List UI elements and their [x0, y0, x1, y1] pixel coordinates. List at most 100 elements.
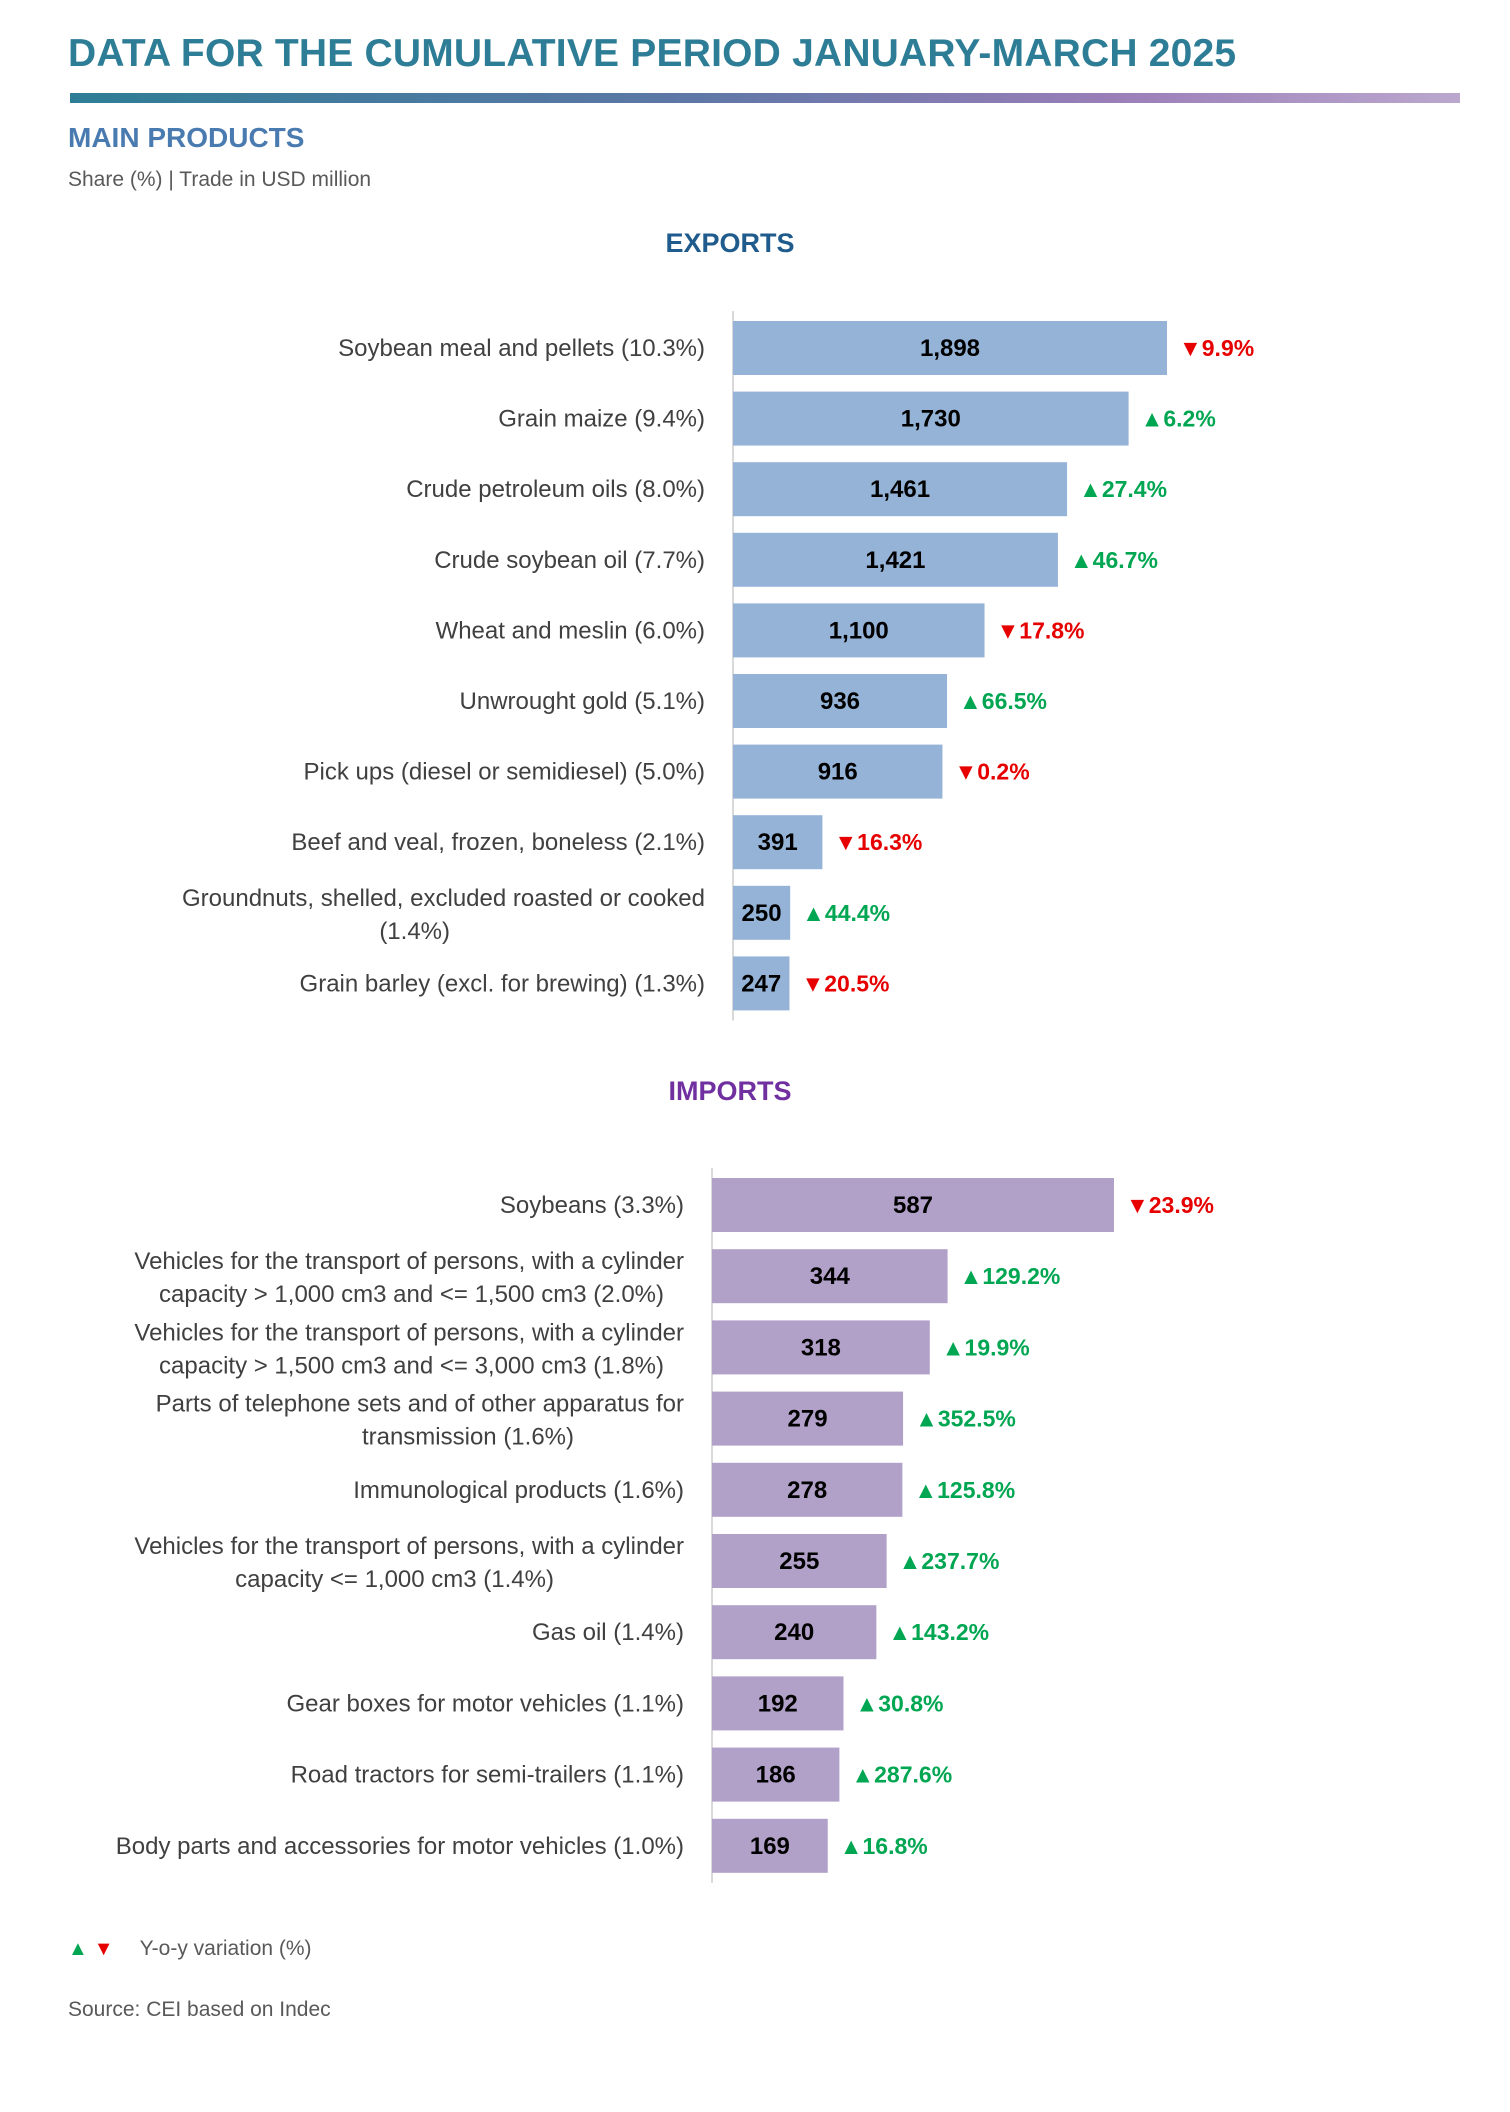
imports-category-label: Vehicles for the transport of persons, w…	[134, 1248, 684, 1308]
imports-value-label: 318	[801, 1334, 841, 1361]
exports-value-label: 1,461	[870, 476, 930, 503]
exports-yoy-label: ▲27.4%	[1079, 476, 1167, 502]
imports-yoy-label: ▲237.7%	[899, 1548, 1000, 1574]
imports-value-label: 587	[893, 1192, 933, 1219]
exports-category-label: Wheat and meslin (6.0%)	[436, 617, 705, 644]
exports-category-label: Grain barley (excl. for brewing) (1.3%)	[300, 970, 705, 997]
exports-value-label: 1,730	[901, 406, 961, 433]
exports-chart: EXPORTS 1,898 Soybean meal and pellets (10…	[0, 222, 1510, 1042]
exports-category-label: Unwrought gold (5.1%)	[460, 688, 705, 715]
page-title: DATA FOR THE CUMULATIVE PERIOD JANUARY-M…	[68, 32, 1237, 75]
imports-bar	[712, 1534, 887, 1588]
imports-value-label: 255	[779, 1548, 819, 1575]
exports-category-label: Beef and veal, frozen, boneless (2.1%)	[291, 829, 705, 856]
exports-bar	[733, 815, 823, 870]
exports-yoy-label: ▲44.4%	[802, 900, 890, 926]
imports-category-label: Soybeans (3.3%)	[500, 1192, 684, 1219]
exports-bar	[733, 391, 1129, 446]
legend-label: Y-o-y variation (%)	[139, 1937, 312, 1960]
exports-category-label: Groundnuts, shelled, excluded roasted or…	[182, 885, 705, 945]
imports-value-label: 169	[750, 1833, 790, 1860]
imports-value-label: 278	[787, 1477, 827, 1504]
imports-chart-title: IMPORTS	[668, 1076, 791, 1106]
imports-value-label: 240	[774, 1619, 814, 1646]
imports-yoy-label: ▲352.5%	[915, 1406, 1016, 1432]
imports-yoy-label: ▲143.2%	[888, 1619, 989, 1645]
imports-category-label: Gas oil (1.4%)	[532, 1619, 684, 1646]
legend: ▲ ▼ Y-o-y variation (%)	[68, 1937, 312, 1961]
title-divider	[70, 93, 1460, 103]
imports-category-label: Gear boxes for motor vehicles (1.1%)	[287, 1690, 685, 1717]
section-title: MAIN PRODUCTS	[68, 122, 305, 153]
imports-bar	[712, 1747, 840, 1802]
exports-yoy-label: ▼20.5%	[801, 970, 889, 996]
exports-bar	[733, 744, 943, 799]
exports-yoy-label: ▼16.3%	[834, 829, 922, 855]
imports-bar	[712, 1178, 1114, 1232]
imports-bar	[712, 1320, 930, 1375]
exports-bar	[733, 674, 948, 728]
section-subtitle: Share (%) | Trade in USD million	[68, 168, 372, 191]
imports-category-label: Vehicles for the transport of persons, w…	[134, 1533, 684, 1593]
imports-bar	[712, 1676, 844, 1731]
imports-category-label: Road tractors for semi-trailers (1.1%)	[291, 1762, 684, 1789]
exports-value-label: 1,421	[865, 547, 925, 574]
exports-value-label: 250	[742, 900, 782, 927]
imports-bar	[712, 1462, 903, 1517]
exports-bar	[733, 321, 1167, 375]
imports-yoy-label: ▲16.8%	[840, 1833, 928, 1859]
imports-category-label-line: capacity > 1,000 cm3 and <= 1,500 cm3 (2…	[159, 1281, 664, 1308]
imports-category-label-line: Vehicles for the transport of persons, w…	[134, 1319, 684, 1346]
imports-bar	[712, 1818, 828, 1873]
exports-bar	[733, 885, 791, 940]
exports-chart-svg: EXPORTS 1,898 Soybean meal and pellets (10…	[182, 228, 1254, 1021]
imports-yoy-label: ▲129.2%	[960, 1263, 1061, 1289]
imports-bar	[712, 1391, 904, 1446]
exports-bar	[733, 603, 985, 658]
imports-yoy-label: ▲30.8%	[855, 1690, 943, 1716]
imports-category-label: Body parts and accessories for motor veh…	[116, 1833, 684, 1860]
exports-value-label: 247	[741, 970, 781, 997]
exports-yoy-label: ▲66.5%	[959, 688, 1047, 714]
exports-category-label: Soybean meal and pellets (10.3%)	[338, 335, 705, 362]
exports-yoy-label: ▼0.2%	[954, 759, 1029, 785]
imports-category-label: Vehicles for the transport of persons, w…	[134, 1319, 684, 1379]
exports-value-label: 1,100	[829, 617, 889, 644]
exports-category-label: Crude petroleum oils (8.0%)	[406, 476, 705, 503]
imports-category-label-line: Vehicles for the transport of persons, w…	[134, 1533, 684, 1560]
exports-bar	[733, 532, 1058, 587]
imports-category-label-line: transmission (1.6%)	[362, 1424, 574, 1451]
imports-chart: IMPORTS 587 Soybeans (3.3%) ▼23.9% 344 Vehicl…	[0, 1070, 1510, 1900]
exports-category-label: Grain maize (9.4%)	[498, 406, 705, 433]
up-arrow-icon: ▲	[68, 1937, 88, 1960]
imports-value-label: 344	[810, 1263, 851, 1290]
imports-bar	[712, 1605, 877, 1660]
imports-category-label-line: capacity > 1,500 cm3 and <= 3,000 cm3 (1…	[159, 1352, 664, 1379]
exports-category-label-line: (1.4%)	[379, 918, 450, 945]
source-note: Source: CEI based on Indec	[68, 1998, 331, 2021]
imports-category-label-line: Vehicles for the transport of persons, w…	[134, 1248, 684, 1275]
exports-value-label: 391	[758, 829, 798, 856]
imports-category-label-line: Parts of telephone sets and of other app…	[156, 1391, 684, 1418]
imports-chart-svg: IMPORTS 587 Soybeans (3.3%) ▼23.9% 344 Vehicl…	[116, 1076, 1214, 1883]
imports-yoy-label: ▲287.6%	[851, 1762, 952, 1788]
exports-value-label: 1,898	[920, 335, 980, 362]
exports-yoy-label: ▼9.9%	[1179, 335, 1254, 361]
exports-yoy-label: ▲46.7%	[1070, 547, 1158, 573]
imports-category-label: Parts of telephone sets and of other app…	[156, 1391, 684, 1451]
exports-value-label: 936	[820, 688, 860, 715]
exports-yoy-label: ▼17.8%	[997, 617, 1085, 643]
exports-value-label: 916	[818, 759, 858, 786]
exports-bar	[733, 462, 1068, 517]
imports-yoy-label: ▼23.9%	[1126, 1192, 1214, 1218]
exports-chart-title: EXPORTS	[665, 228, 794, 258]
exports-category-label: Pick ups (diesel or semidiesel) (5.0%)	[304, 759, 705, 786]
imports-value-label: 192	[758, 1690, 798, 1717]
imports-category-label: Immunological products (1.6%)	[353, 1477, 684, 1504]
imports-value-label: 279	[788, 1406, 828, 1433]
imports-yoy-label: ▲19.9%	[942, 1334, 1030, 1360]
exports-yoy-label: ▲6.2%	[1141, 406, 1216, 432]
exports-bar	[733, 956, 790, 1011]
imports-category-label-line: capacity <= 1,000 cm3 (1.4%)	[235, 1566, 554, 1593]
imports-value-label: 186	[756, 1762, 796, 1789]
